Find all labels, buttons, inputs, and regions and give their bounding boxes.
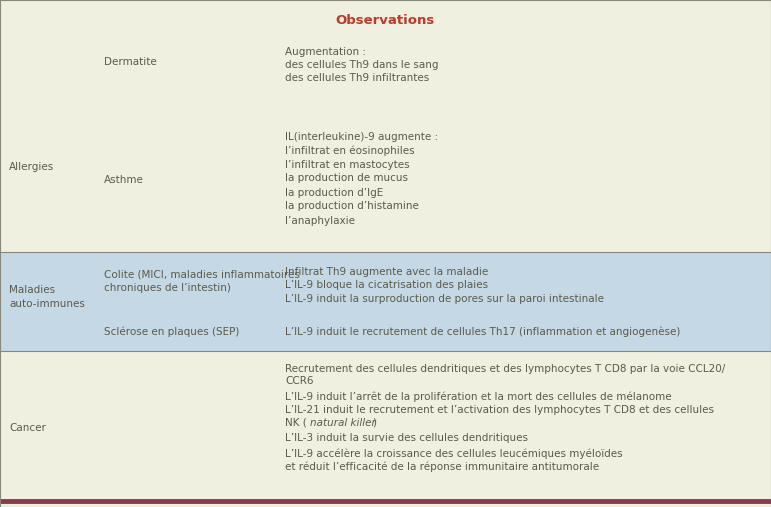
Text: Allergies: Allergies (9, 162, 55, 172)
Text: Sclérose en plaques (SEP): Sclérose en plaques (SEP) (104, 327, 240, 337)
Text: Infiltrat Th9 augmente avec la maladie: Infiltrat Th9 augmente avec la maladie (285, 267, 489, 277)
Text: natural killer: natural killer (310, 418, 375, 428)
Text: L’IL-9 induit l’arrêt de la prolifération et la mort des cellules de mélanome: L’IL-9 induit l’arrêt de la prolifératio… (285, 391, 672, 402)
Text: L’IL-21 induit le recrutement et l’activation des lymphocytes T CD8 et des cellu: L’IL-21 induit le recrutement et l’activ… (285, 405, 714, 415)
Text: l’infiltrat en éosinophiles: l’infiltrat en éosinophiles (285, 146, 415, 156)
Text: la production d’IgE: la production d’IgE (285, 188, 383, 198)
Text: L’IL-9 induit le recrutement de cellules Th17 (inflammation et angiogenèse): L’IL-9 induit le recrutement de cellules… (285, 327, 681, 337)
Text: L’IL-9 bloque la cicatrisation des plaies: L’IL-9 bloque la cicatrisation des plaie… (285, 280, 488, 291)
Text: l’infiltrat en mastocytes: l’infiltrat en mastocytes (285, 160, 410, 170)
Text: Recrutement des cellules dendritiques et des lymphocytes T CD8 par la voie CCL20: Recrutement des cellules dendritiques et… (285, 364, 726, 374)
Text: Augmentation :: Augmentation : (285, 47, 366, 57)
Text: IL(interleukine)-9 augmente :: IL(interleukine)-9 augmente : (285, 132, 439, 142)
Text: l’anaphylaxie: l’anaphylaxie (285, 215, 355, 226)
Text: Observations: Observations (336, 14, 435, 27)
Text: Colite (MICI, maladies inflammatoires
chroniques de l’intestin): Colite (MICI, maladies inflammatoires ch… (104, 269, 300, 294)
Text: des cellules Th9 infiltrantes: des cellules Th9 infiltrantes (285, 73, 429, 83)
Text: CCR6: CCR6 (285, 376, 314, 386)
Text: NK (: NK ( (285, 418, 307, 428)
Text: L’IL-9 induit la surproduction de pores sur la paroi intestinale: L’IL-9 induit la surproduction de pores … (285, 294, 604, 304)
Bar (0, 252, 771, 351)
Text: et réduit l’efficacité de la réponse immunitaire antitumorale: et réduit l’efficacité de la réponse imm… (285, 461, 599, 472)
Text: des cellules Th9 dans le sang: des cellules Th9 dans le sang (285, 60, 439, 70)
Text: la production d’histamine: la production d’histamine (285, 201, 419, 211)
Text: Cancer: Cancer (9, 423, 46, 433)
Text: la production de mucus: la production de mucus (285, 173, 409, 184)
Text: Dermatite: Dermatite (104, 57, 157, 67)
Text: Asthme: Asthme (104, 175, 144, 185)
Text: L’IL-3 induit la survie des cellules dendritiques: L’IL-3 induit la survie des cellules den… (285, 433, 528, 443)
Text: L’IL-9 accélère la croissance des cellules leucémiques myéloïdes: L’IL-9 accélère la croissance des cellul… (285, 448, 623, 458)
Text: Maladies
auto-immunes: Maladies auto-immunes (9, 284, 85, 309)
Text: ): ) (372, 418, 376, 428)
